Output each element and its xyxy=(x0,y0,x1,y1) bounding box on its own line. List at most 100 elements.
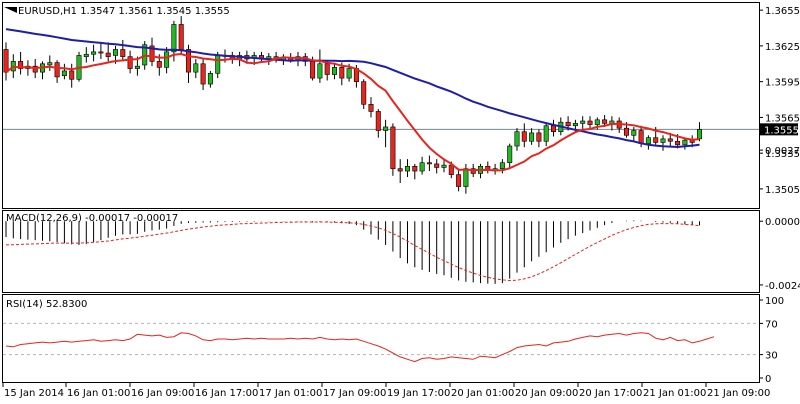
candle-body xyxy=(186,49,190,72)
candle-body xyxy=(632,131,636,136)
time-tick-label: 20 Jan 09:00 xyxy=(515,388,578,399)
candle-body xyxy=(675,141,679,145)
candle-body xyxy=(347,69,351,79)
macd-legend-text: MACD(12,26,9) -0.00017 -0.00017 xyxy=(6,213,178,224)
time-tick-label: 17 Jan 01:00 xyxy=(259,388,322,399)
rsi-tick-label: 0 xyxy=(765,374,771,385)
candle-body xyxy=(99,52,103,53)
candle-body xyxy=(566,122,570,126)
candle-body xyxy=(529,133,533,141)
candle-body xyxy=(573,123,577,125)
candle-body xyxy=(500,163,504,169)
candle-body xyxy=(624,128,628,135)
rsi-line xyxy=(6,333,714,362)
price-legend: EURUSD,H1 1.3547 1.3561 1.3545 1.3555 xyxy=(4,6,230,17)
price-tick-label: 1.3595 xyxy=(765,78,800,89)
candle-body xyxy=(157,61,161,67)
candle-body xyxy=(697,129,701,139)
macd-tick-label: -0.00242 xyxy=(765,281,800,292)
candle-body xyxy=(639,131,643,144)
candle-body xyxy=(172,24,176,51)
macd-histogram xyxy=(6,220,700,283)
candle-body xyxy=(508,146,512,163)
macd-pane[interactable]: 0.0027 0.0000 -0.00242 MACD(12,26,9) -0.00… xyxy=(3,146,800,292)
rsi-pane-frame xyxy=(3,295,760,383)
candle-body xyxy=(55,63,59,77)
candle-body xyxy=(113,49,117,55)
candle-body xyxy=(383,127,387,131)
time-tick-label: 15 Jan 2014 xyxy=(4,388,64,399)
candle-body xyxy=(70,71,74,79)
price-pane-frame xyxy=(3,3,760,209)
price-legend-text: EURUSD,H1 1.3547 1.3561 1.3545 1.3555 xyxy=(18,6,230,17)
candle-body xyxy=(654,138,658,143)
candle-body xyxy=(62,71,66,76)
rsi-tick-label: 100 xyxy=(765,296,784,307)
candle-body xyxy=(420,163,424,171)
candle-body xyxy=(683,140,687,145)
candle-body xyxy=(551,126,555,132)
macd-signal-line xyxy=(6,222,700,281)
candle-body xyxy=(456,175,460,187)
macd-tick-label: 0.0027 xyxy=(765,146,800,157)
rsi-tick-label: 70 xyxy=(765,319,778,330)
candle-body xyxy=(164,52,168,67)
time-tick-label: 16 Jan 09:00 xyxy=(131,388,194,399)
candle-body xyxy=(544,126,548,141)
candle-body xyxy=(369,104,373,111)
time-tick-label: 20 Jan 17:00 xyxy=(579,388,642,399)
candle-body xyxy=(413,166,417,171)
candle-body xyxy=(442,165,446,167)
time-tick-label: 16 Jan 17:00 xyxy=(195,388,258,399)
legend-arrow-icon xyxy=(4,7,17,13)
candle-body xyxy=(581,121,585,123)
candle-body xyxy=(340,67,344,78)
candle-body xyxy=(135,66,139,68)
candle-body xyxy=(128,57,132,69)
candle-body xyxy=(435,164,439,168)
candle-body xyxy=(588,121,592,125)
price-tick-label: 1.3625 xyxy=(765,42,800,53)
candle-body xyxy=(427,163,431,164)
candle-body xyxy=(405,166,409,171)
candle-body xyxy=(84,54,88,56)
price-tick-label: 1.3565 xyxy=(765,113,800,124)
candle-body xyxy=(522,132,526,142)
candle-body xyxy=(4,49,8,72)
candle-body xyxy=(391,127,395,169)
rsi-ticks: 100 70 30 0 xyxy=(759,296,784,385)
time-tick-label: 20 Jan 01:00 xyxy=(451,388,514,399)
candle-body xyxy=(179,24,183,49)
current-price-badge: 1.3555 xyxy=(760,123,799,136)
candle-body xyxy=(106,53,110,57)
candle-body xyxy=(646,138,650,144)
current-price-label: 1.3555 xyxy=(764,125,799,136)
candle-body xyxy=(515,132,519,146)
rsi-levels xyxy=(3,323,759,354)
candle-body xyxy=(464,169,468,187)
candle-body xyxy=(602,120,606,124)
candle-body xyxy=(661,139,665,143)
macd-ticks: 0.0027 0.0000 -0.00242 xyxy=(759,146,800,292)
candle-body xyxy=(121,49,125,56)
candle-body xyxy=(668,139,672,141)
price-tick-label: 1.3655 xyxy=(765,6,800,17)
candle-body xyxy=(537,133,541,141)
candle-body xyxy=(332,67,336,74)
time-tick-label: 21 Jan 09:00 xyxy=(707,388,770,399)
candle-body xyxy=(208,73,212,84)
rsi-tick-label: 30 xyxy=(765,351,778,362)
candle-body xyxy=(318,64,322,78)
time-tick-label: 16 Jan 01:00 xyxy=(67,388,130,399)
candle-body xyxy=(201,64,205,84)
macd-tick-label: 0.0000 xyxy=(765,217,800,228)
candle-body xyxy=(194,64,198,72)
price-tick-label: 1.3505 xyxy=(765,185,800,196)
time-tick-label: 19 Jan 17:00 xyxy=(387,388,450,399)
